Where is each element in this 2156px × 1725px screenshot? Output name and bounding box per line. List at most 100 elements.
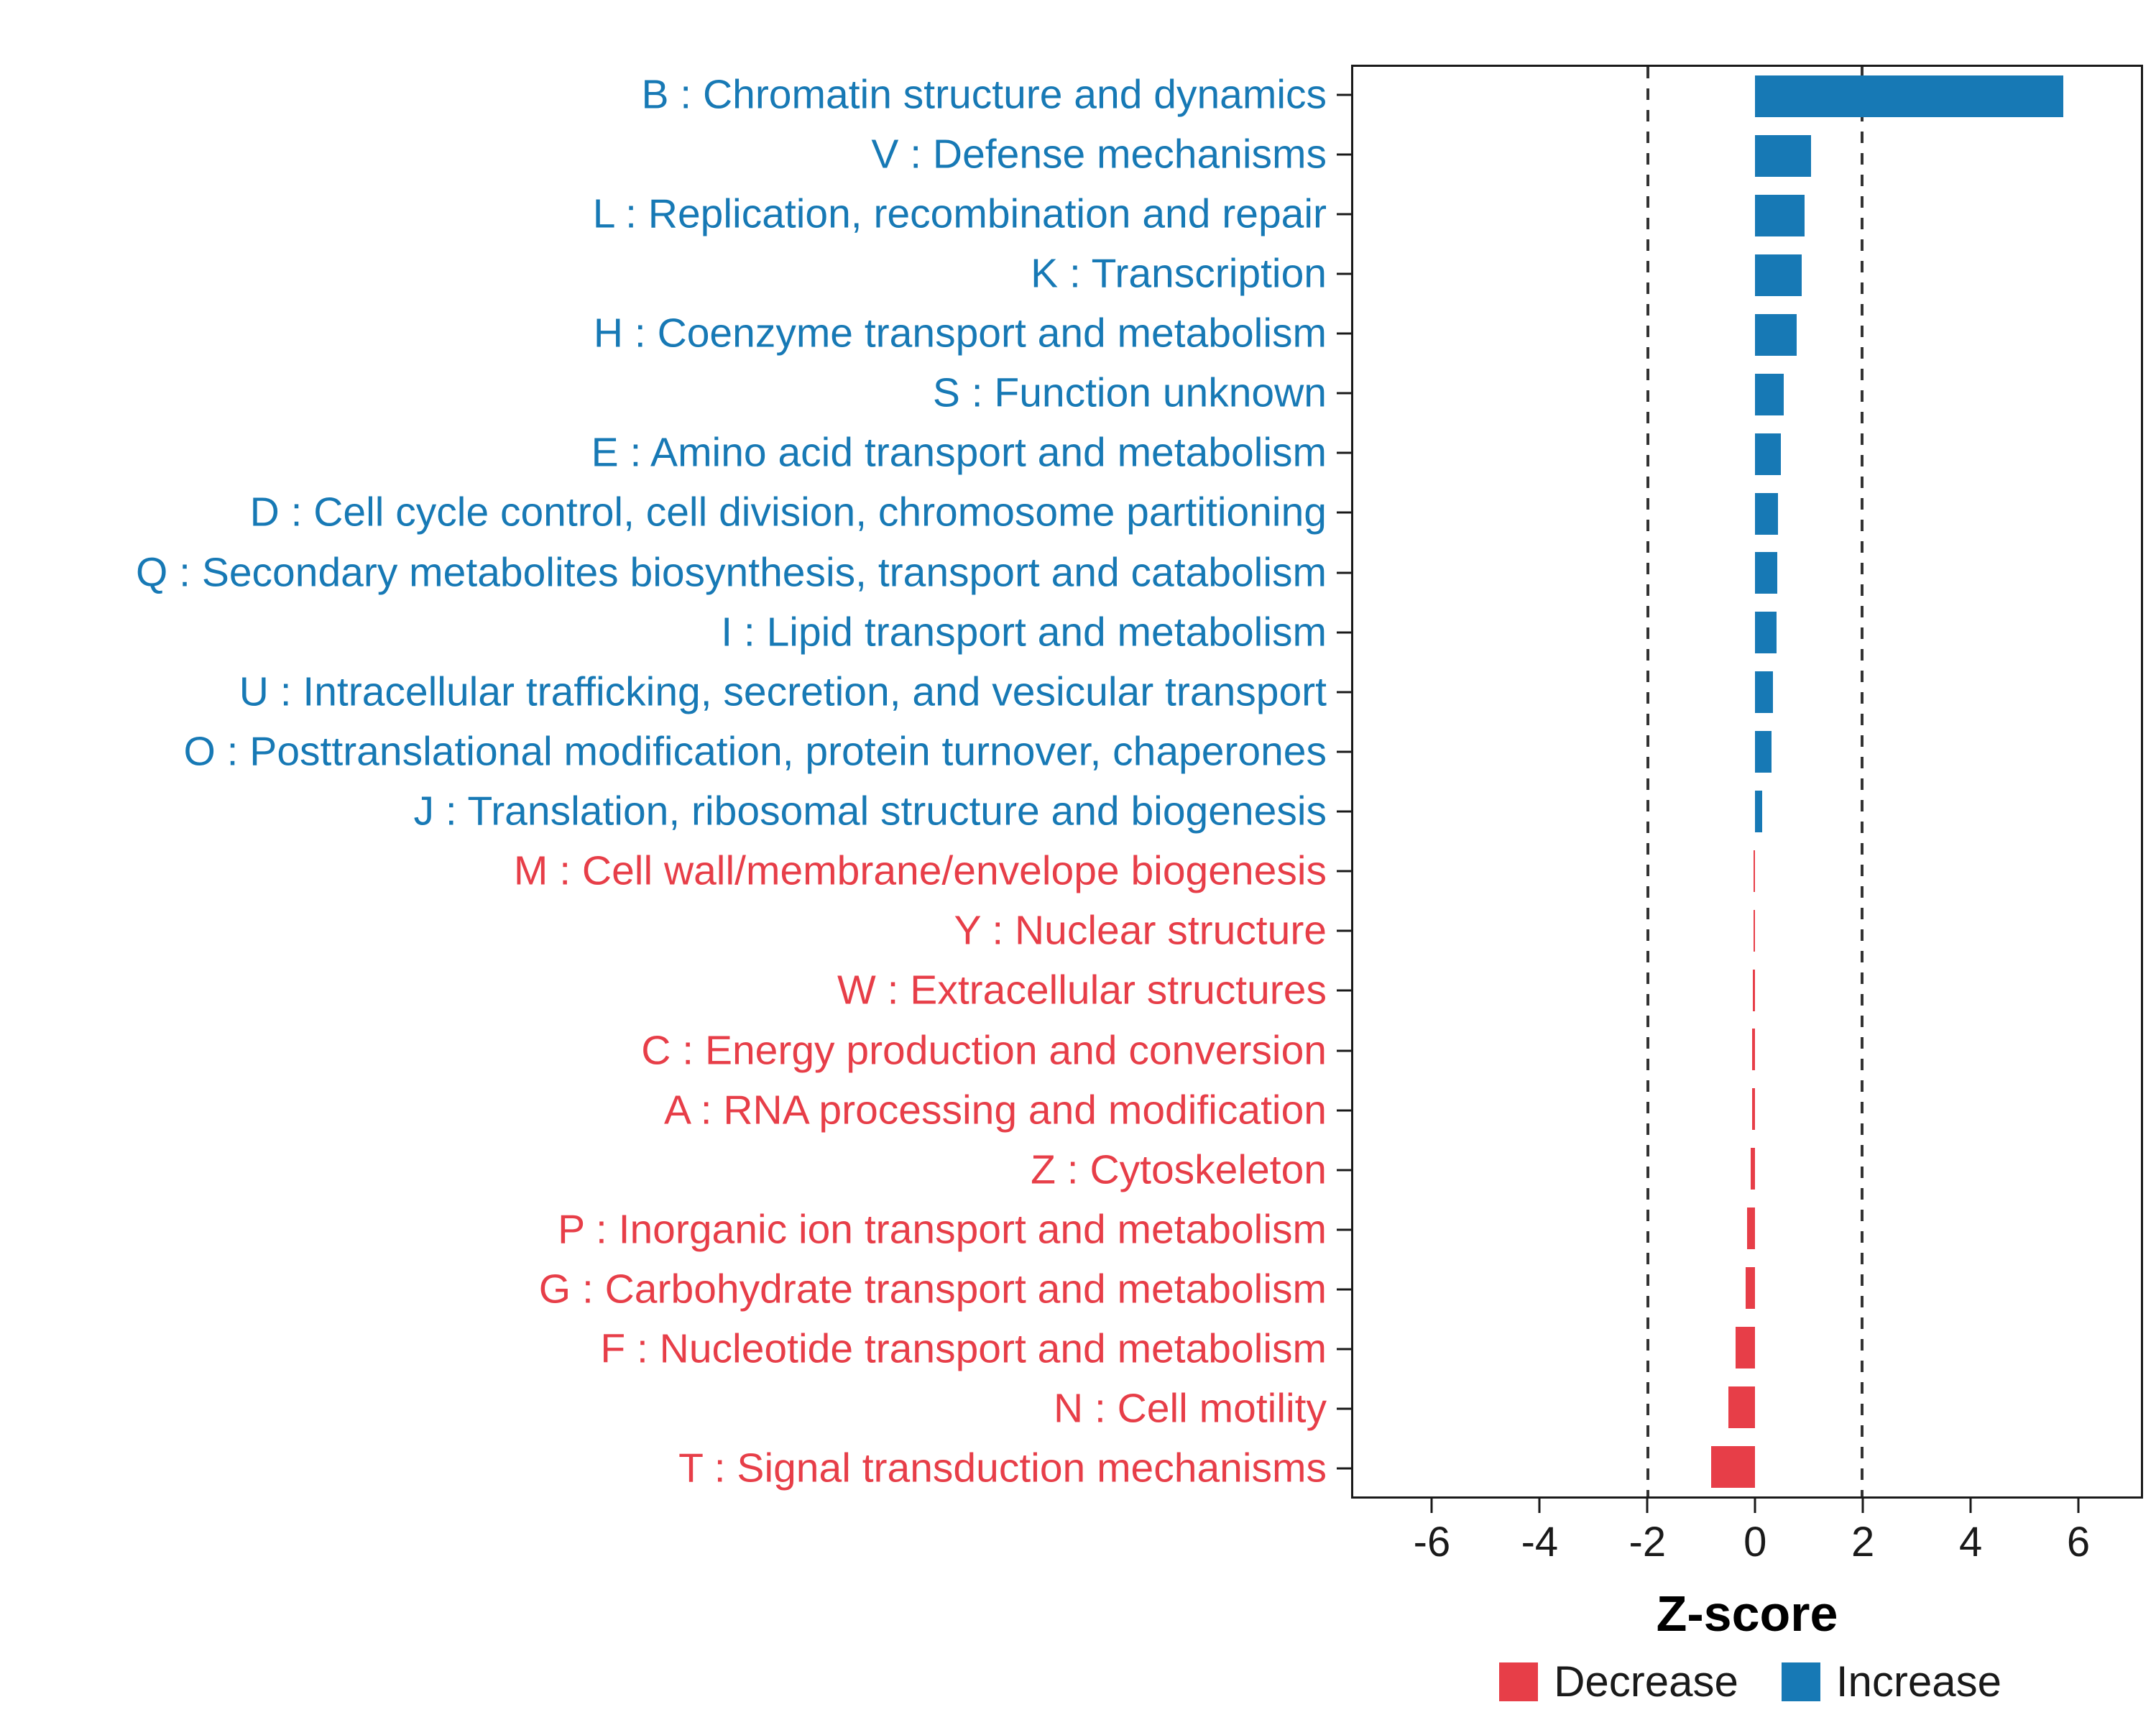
legend-label-increase: Increase bbox=[1835, 1657, 2001, 1706]
x-tick-mark--6 bbox=[1430, 1499, 1433, 1513]
bar-U bbox=[1755, 671, 1773, 714]
y-tick-S bbox=[1337, 392, 1351, 395]
category-label-I: I : Lipid transport and metabolism bbox=[721, 609, 1327, 656]
y-tick-Q bbox=[1337, 571, 1351, 574]
category-label-H: H : Coenzyme transport and metabolism bbox=[593, 310, 1327, 356]
y-tick-P bbox=[1337, 1228, 1351, 1231]
y-axis-labels: B : Chromatin structure and dynamics V : … bbox=[0, 65, 1327, 1499]
y-axis-ticks bbox=[1337, 65, 1351, 1499]
y-tick-B bbox=[1337, 93, 1351, 96]
x-tick-label-2: 2 bbox=[1851, 1519, 1875, 1565]
y-tick-E bbox=[1337, 451, 1351, 454]
legend-item-increase: Increase bbox=[1781, 1657, 2001, 1706]
bar-J bbox=[1755, 790, 1762, 832]
category-label-A: A : RNA processing and modification bbox=[664, 1087, 1327, 1133]
bar-A bbox=[1751, 1088, 1756, 1131]
category-label-C: C : Energy production and conversion bbox=[641, 1027, 1327, 1074]
bar-D bbox=[1755, 492, 1779, 535]
y-tick-O bbox=[1337, 750, 1351, 753]
x-tick-mark-6 bbox=[2077, 1499, 2080, 1513]
x-tick-label-6: 6 bbox=[2066, 1519, 2091, 1565]
bar-V bbox=[1755, 135, 1812, 178]
y-tick-H bbox=[1337, 332, 1351, 335]
category-label-B: B : Chromatin structure and dynamics bbox=[641, 71, 1327, 118]
x-tick-mark-4 bbox=[1969, 1499, 1972, 1513]
bar-E bbox=[1755, 433, 1781, 475]
bar-Y bbox=[1753, 909, 1756, 952]
bar-S bbox=[1755, 373, 1784, 415]
bar-L bbox=[1755, 195, 1805, 237]
bar-G bbox=[1745, 1266, 1756, 1309]
bar-H bbox=[1755, 313, 1797, 356]
y-tick-U bbox=[1337, 691, 1351, 694]
category-label-T: T : Signal transduction mechanisms bbox=[678, 1445, 1327, 1491]
category-label-L: L : Replication, recombination and repai… bbox=[592, 190, 1327, 237]
category-label-Q: Q : Secondary metabolites biosynthesis, … bbox=[135, 549, 1327, 596]
category-label-E: E : Amino acid transport and metabolism bbox=[591, 429, 1327, 476]
x-axis-title: Z-score bbox=[1656, 1586, 1838, 1642]
bar-O bbox=[1755, 731, 1772, 773]
category-label-S: S : Function unknown bbox=[932, 369, 1327, 416]
y-tick-I bbox=[1337, 631, 1351, 634]
x-tick-label-0: 0 bbox=[1743, 1519, 1767, 1565]
y-tick-F bbox=[1337, 1348, 1351, 1351]
y-tick-L bbox=[1337, 213, 1351, 216]
category-label-P: P : Inorganic ion transport and metaboli… bbox=[558, 1206, 1327, 1253]
y-tick-T bbox=[1337, 1467, 1351, 1470]
category-label-K: K : Transcription bbox=[1031, 250, 1327, 297]
legend: Decrease Increase bbox=[1499, 1653, 2001, 1711]
category-label-V: V : Defense mechanisms bbox=[871, 131, 1327, 178]
y-tick-W bbox=[1337, 989, 1351, 992]
x-tick-label--6: -6 bbox=[1413, 1519, 1451, 1565]
x-axis: -6 -4 -2 0 2 4 6 bbox=[1351, 1499, 2143, 1592]
y-tick-C bbox=[1337, 1049, 1351, 1052]
y-tick-V bbox=[1337, 153, 1351, 156]
x-tick-label--4: -4 bbox=[1521, 1519, 1559, 1565]
legend-item-decrease: Decrease bbox=[1499, 1660, 1738, 1703]
category-label-O: O : Posttranslational modification, prot… bbox=[183, 728, 1327, 775]
x-tick-mark-0 bbox=[1754, 1499, 1756, 1513]
category-label-Y: Y : Nuclear structure bbox=[954, 907, 1327, 954]
category-label-N: N : Cell motility bbox=[1053, 1385, 1327, 1432]
bar-T bbox=[1711, 1445, 1756, 1488]
category-label-F: F : Nucleotide transport and metabolism bbox=[600, 1325, 1327, 1372]
bar-K bbox=[1755, 254, 1802, 297]
reference-line--2 bbox=[1646, 67, 1650, 1496]
legend-label-decrease: Decrease bbox=[1554, 1657, 1738, 1706]
category-label-G: G : Carbohydrate transport and metabolis… bbox=[538, 1266, 1327, 1312]
bar-B bbox=[1755, 75, 2063, 118]
x-tick-mark--2 bbox=[1646, 1499, 1649, 1513]
increase-swatch-icon bbox=[1781, 1662, 1820, 1701]
y-tick-A bbox=[1337, 1109, 1351, 1112]
x-tick-mark-2 bbox=[1861, 1499, 1864, 1513]
category-label-U: U : Intracellular trafficking, secretion… bbox=[239, 668, 1327, 715]
x-tick-label-4: 4 bbox=[1958, 1519, 1983, 1565]
bar-Q bbox=[1755, 552, 1777, 594]
y-tick-G bbox=[1337, 1288, 1351, 1291]
category-label-Z: Z : Cytoskeleton bbox=[1031, 1146, 1327, 1193]
bar-Z bbox=[1751, 1148, 1756, 1190]
y-tick-Y bbox=[1337, 929, 1351, 932]
bar-P bbox=[1747, 1208, 1756, 1250]
bar-F bbox=[1736, 1326, 1756, 1368]
decrease-swatch-icon bbox=[1499, 1662, 1539, 1701]
category-label-M: M : Cell wall/membrane/envelope biogenes… bbox=[513, 847, 1327, 894]
plot-panel bbox=[1351, 65, 2143, 1499]
bar-N bbox=[1728, 1386, 1756, 1428]
bar-C bbox=[1752, 1029, 1756, 1071]
y-tick-N bbox=[1337, 1407, 1351, 1410]
y-tick-D bbox=[1337, 511, 1351, 514]
y-tick-J bbox=[1337, 810, 1351, 813]
bar-W bbox=[1753, 969, 1756, 1011]
reference-line-2 bbox=[1861, 67, 1864, 1496]
y-tick-K bbox=[1337, 272, 1351, 275]
y-tick-M bbox=[1337, 870, 1351, 873]
category-label-W: W : Extracellular structures bbox=[837, 967, 1327, 1013]
x-tick-mark--4 bbox=[1538, 1499, 1541, 1513]
y-tick-Z bbox=[1337, 1169, 1351, 1172]
bar-M bbox=[1753, 850, 1756, 892]
x-tick-label--2: -2 bbox=[1628, 1519, 1667, 1565]
category-label-D: D : Cell cycle control, cell division, c… bbox=[249, 489, 1327, 535]
bar-I bbox=[1755, 612, 1777, 654]
